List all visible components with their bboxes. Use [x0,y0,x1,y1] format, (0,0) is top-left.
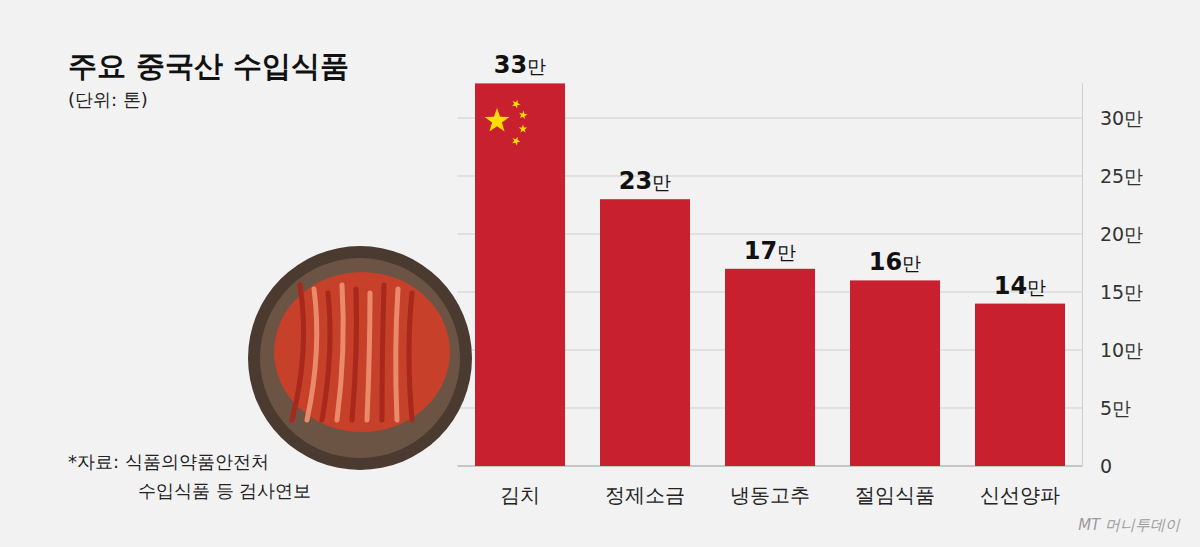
y-tick-label: 25만 [1100,165,1143,187]
x-tick-label: 김치 [500,483,540,507]
bar [975,304,1065,466]
flag-star [519,125,528,133]
y-tick-label: 5만 [1100,397,1131,419]
kimchi-leaf [382,285,384,420]
kimchi [274,272,450,432]
bar [850,280,940,466]
data-label-number: 23 [619,167,652,195]
title: 주요 중국산 수입식품 [68,49,349,83]
data-label-unit: 만 [652,171,671,193]
x-tick-label: 절임식품 [855,483,935,507]
kimchi-leaf [322,293,330,420]
data-label: 16만 [869,248,921,276]
x-tick-label: 정제소금 [605,483,685,507]
kimchi-leaf [307,289,317,420]
kimchi-leaf [352,289,357,420]
x-tick-label: 신선양파 [980,483,1060,507]
data-label: 17만 [744,237,796,265]
data-label-number: 14 [994,272,1027,300]
bowl-inner [260,258,460,458]
credit: MT 머니투데이 [1078,516,1181,534]
data-label: 33만 [494,51,546,79]
source: *자료: 식품의약품안전처 [68,451,269,472]
data-label-number: 17 [744,237,777,265]
flag-star [512,137,520,146]
flag-star [519,111,527,120]
subtitle: (단위: 톤) [68,89,148,110]
data-label-unit: 만 [902,252,921,274]
kimchi-leaf [409,293,412,420]
data-label: 23만 [619,167,671,195]
data-label-unit: 만 [527,55,546,77]
kimchi-leaf [292,285,304,420]
y-tick-label: 15만 [1100,281,1143,303]
data-label: 14만 [994,272,1046,300]
background [0,0,1200,547]
data-label-unit: 만 [777,241,796,263]
kimchi-leaf [367,293,370,420]
flag-star [485,108,510,132]
source: 수입식품 등 검사연보 [138,480,311,501]
x-tick-label: 냉동고추 [730,483,810,507]
chart: 주요 중국산 수입식품(단위: 톤)05만10만15만20만25만30만33만2… [0,0,1200,547]
y-tick-label: 10만 [1100,339,1143,361]
y-tick-label: 20만 [1100,223,1143,245]
data-label-number: 33 [494,51,527,79]
y-tick-label: 0 [1100,455,1112,477]
y-axis-line [1082,83,1083,466]
bars [475,83,1065,466]
kimchi-leaf [337,285,343,420]
bar [600,199,690,466]
kimchi-leaf [396,289,398,420]
bowl [248,246,472,470]
y-tick-label: 30만 [1100,107,1143,129]
data-label-unit: 만 [1027,276,1046,298]
bar [725,269,815,466]
flag-star [512,100,520,109]
bar [475,83,565,466]
kimchi-illustration [248,246,472,470]
data-label-number: 16 [869,248,902,276]
